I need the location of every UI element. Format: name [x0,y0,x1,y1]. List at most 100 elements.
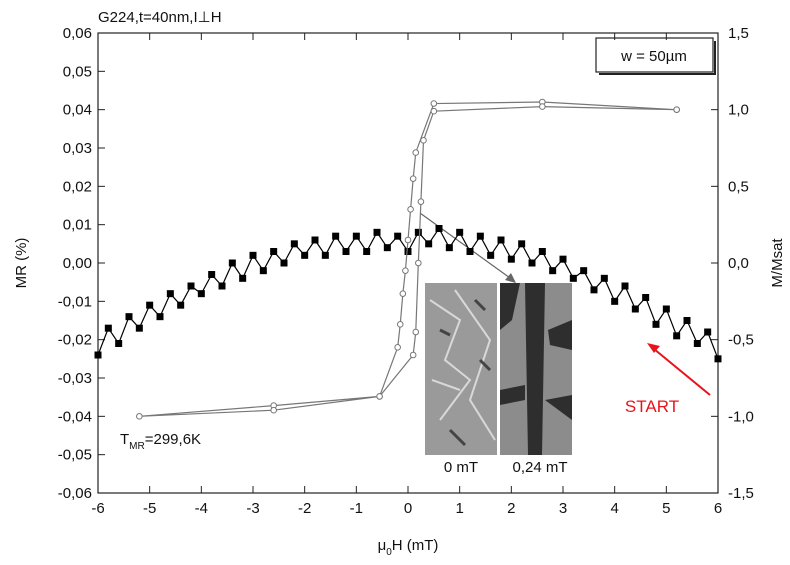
inset-images [425,283,572,455]
point [404,248,412,255]
y-tick-label: 0,06 [63,25,92,42]
point [466,248,474,255]
point [270,406,277,414]
point [714,355,722,363]
point [430,107,438,115]
point [518,240,526,248]
point [412,149,420,156]
point [652,320,660,328]
point [135,324,143,332]
x-tick-label: -4 [195,500,208,517]
image-label: 0 mT [444,459,478,476]
y-tick-label: -0,06 [58,485,92,502]
image-texture [500,283,572,455]
image-texture [429,289,496,441]
x-tick-label: 0 [404,500,412,517]
point [259,267,267,275]
temp-main: T [120,431,129,448]
point [420,137,427,144]
y-tick-label: 0,02 [63,178,92,195]
start-annotation: START [625,397,679,416]
point [445,244,453,252]
y-tick-label: 0,03 [63,140,92,157]
point [487,251,495,259]
point [621,282,629,290]
point [373,228,381,236]
point [580,267,588,275]
temp-sub: MR [129,441,145,452]
point [402,267,409,274]
y2-tick-label: 1,0 [728,102,749,119]
start-arrowhead [647,343,660,353]
y2-tick-label: -1,0 [728,408,754,425]
point [399,290,407,297]
point [376,393,383,400]
point [662,305,670,313]
point [456,228,464,236]
y-tick-label: 0,00 [63,255,92,272]
image-0mT [425,283,497,455]
point [600,274,608,282]
y2-tick-label: 1,5 [728,25,749,42]
x-label-main: μ [378,537,387,554]
point [404,236,412,244]
x-tick-label: -1 [350,500,363,517]
point [497,236,505,244]
point [538,248,546,255]
point [704,328,712,336]
point [590,286,598,294]
point [156,313,164,321]
point [528,259,536,267]
point [352,232,360,240]
x-tick-label: -3 [246,500,259,517]
point [435,225,443,232]
point [208,271,216,278]
point [642,294,650,301]
temperature-annotation: TMR=299,6K [120,431,201,452]
y-tick-label: 0,04 [63,102,92,119]
point [683,317,691,324]
point [409,351,417,359]
point [476,232,484,240]
y2-tick-label: 0,5 [728,178,749,195]
x-tick-label: -2 [298,500,311,517]
point [342,248,350,255]
point [394,232,402,240]
point [414,228,422,236]
y-tick-label: -0,05 [58,447,92,464]
point [430,100,438,107]
x-tick-label: 2 [507,500,515,517]
point [383,244,391,252]
x-tick-label: -6 [91,500,104,517]
point [321,251,329,259]
point [177,301,185,309]
x-tick-label: -5 [143,500,156,517]
x-label-sub: 0 [386,547,392,558]
point [425,240,433,248]
chart-title: G224,t=40nm,I⊥H [98,9,222,26]
point [507,255,515,263]
image-label: 0,24 mT [512,459,567,476]
x-tick-label: 4 [610,500,618,517]
y2-tick-label: -0,5 [728,332,754,349]
point [311,236,319,244]
point [249,251,257,259]
y-tick-label: -0,03 [58,370,92,387]
point [559,255,567,263]
temp-rest: =299,6K [145,431,201,448]
point [146,301,154,309]
image-texture [439,298,492,447]
point [301,251,309,259]
point [187,282,195,290]
point [569,274,577,282]
point [166,290,174,298]
point [239,274,247,282]
point [270,248,278,255]
point [94,351,102,359]
series-line [139,101,677,417]
image-arrowhead [505,273,516,283]
x-tick-label: 6 [714,500,722,517]
point [415,259,422,267]
